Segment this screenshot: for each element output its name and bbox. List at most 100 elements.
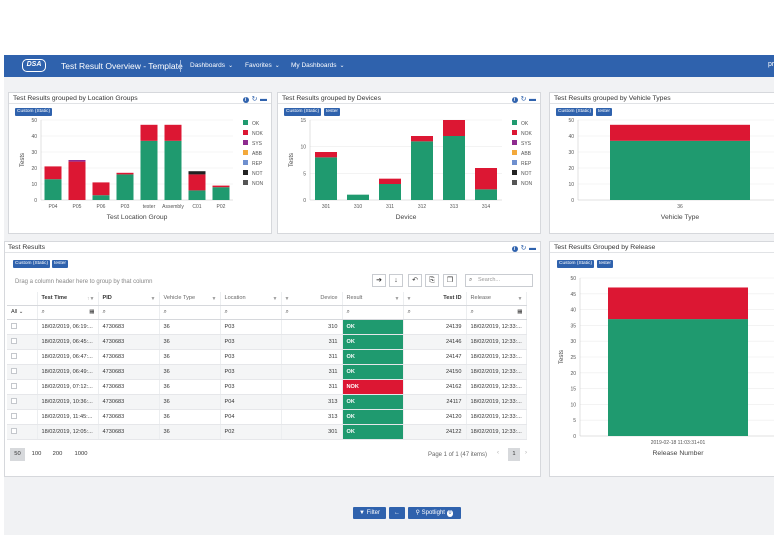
panel-header-divider — [278, 103, 540, 104]
filter-icon[interactable]: ▼ — [211, 296, 217, 302]
filter-icon[interactable]: ▼ — [394, 296, 400, 302]
page-size-200[interactable]: 200 — [52, 451, 63, 457]
tag-tester[interactable]: tester — [324, 108, 340, 116]
arrow-down-icon[interactable]: ↓ — [389, 274, 403, 287]
filter-button[interactable]: ▼ Filter — [353, 507, 386, 519]
table-row[interactable]: 18/02/2019, 07:12:... 4730683 36 P03 311 NOK 2… — [7, 379, 527, 395]
info-icon[interactable]: i — [510, 96, 519, 103]
info-icon[interactable]: i — [510, 245, 519, 252]
row-checkbox[interactable] — [11, 412, 17, 419]
row-select-cell[interactable] — [7, 334, 38, 350]
filter-device[interactable]: ⌕ — [281, 305, 343, 320]
column-header-test-id[interactable]: ▼ Test ID — [403, 292, 467, 306]
row-checkbox[interactable] — [11, 337, 17, 344]
tag-tester[interactable]: tester — [597, 260, 613, 268]
row-select-cell[interactable] — [7, 349, 38, 365]
tag-custom-static[interactable]: Custom (Static) — [15, 108, 53, 116]
column-header-location[interactable]: Location ▼ — [220, 292, 282, 306]
refresh-icon[interactable]: ↻ — [520, 245, 527, 252]
panel-header-divider — [5, 252, 540, 253]
y-tick-label: 50 — [31, 118, 37, 124]
row-select-cell[interactable] — [7, 379, 38, 395]
row-checkbox[interactable] — [11, 352, 17, 359]
row-checkbox[interactable] — [11, 322, 17, 329]
x-tick-label: Assembly — [162, 204, 184, 210]
tag-custom-static[interactable]: Custom (Static) — [557, 260, 595, 268]
row-checkbox[interactable] — [11, 382, 17, 389]
page-size-50[interactable]: 50 — [10, 448, 25, 461]
collapse-icon[interactable]: ▬ — [529, 245, 536, 252]
table-row[interactable]: 18/02/2019, 10:36:... 4730683 36 P04 313 OK 24… — [7, 394, 527, 410]
filter-icon[interactable]: ↑▼ — [87, 296, 95, 302]
refresh-icon[interactable]: ↻ — [520, 96, 527, 103]
tag-custom-static[interactable]: Custom (Static) — [556, 108, 594, 116]
filter-release[interactable]: ⌕ ▦ — [466, 305, 527, 320]
spotlight-button[interactable]: ⚲ Spotlight 0 — [408, 507, 461, 519]
dsa-logo[interactable]: DSA — [22, 59, 46, 72]
filter-all-select[interactable]: All ⌄ — [7, 305, 38, 320]
column-header-vehicle-type[interactable]: Vehicle Type ▼ — [159, 292, 221, 306]
collapse-icon[interactable]: ▬ — [529, 96, 536, 103]
tag-tester[interactable]: tester — [596, 108, 612, 116]
filter-vehicle-type[interactable]: ⌕ — [159, 305, 221, 320]
filter-icon[interactable]: ▼ — [406, 296, 412, 302]
filter-location[interactable]: ⌕ — [220, 305, 282, 320]
filter-icon[interactable]: ▼ — [272, 296, 278, 302]
row-select-cell[interactable] — [7, 364, 38, 380]
menu-dashboards[interactable]: Dashboards ⌄ — [190, 62, 233, 69]
table-row[interactable]: 18/02/2019, 06:45:... 4730683 36 P03 311 OK 24… — [7, 334, 527, 350]
tag-tester[interactable]: tester — [52, 260, 68, 268]
legend-label-nok: NOK — [521, 131, 533, 137]
table-row[interactable]: 18/02/2019, 12:05:... 4730683 36 P02 301 OK 24… — [7, 424, 527, 440]
row-select-cell[interactable] — [7, 409, 38, 425]
top-navigation-bar: DSA Test Result Overview - Template Dash… — [4, 55, 774, 77]
export-icon[interactable]: ⎘ — [425, 274, 439, 287]
user-menu[interactable]: pr — [768, 61, 774, 68]
column-header-result[interactable]: Result ▼ — [342, 292, 404, 306]
bar-segment-nok — [379, 178, 401, 184]
page-number-current[interactable]: 1 — [508, 448, 520, 461]
table-row[interactable]: 18/02/2019, 06:19:... 4730683 36 P03 310 OK 24… — [7, 319, 527, 335]
row-select-cell[interactable] — [7, 394, 38, 410]
filter-pid[interactable]: ⌕ — [98, 305, 160, 320]
page-size-1000[interactable]: 1000 — [74, 451, 88, 457]
table-row[interactable]: 18/02/2019, 11:45:... 4730683 36 P04 313 OK 24… — [7, 409, 527, 425]
grid-search-input[interactable]: ⌕ Search... — [465, 274, 533, 287]
page-size-100[interactable]: 100 — [31, 451, 42, 457]
back-button[interactable]: ← — [389, 507, 405, 519]
collapse-icon[interactable]: ▬ — [260, 96, 267, 103]
arrow-right-icon[interactable]: ➔ — [372, 274, 386, 287]
column-header-device[interactable]: ▼ Device — [281, 292, 343, 306]
row-select-cell[interactable] — [7, 319, 38, 335]
filter-icon[interactable]: ▼ — [284, 296, 290, 302]
next-page-icon[interactable]: › — [525, 450, 527, 456]
undo-icon[interactable]: ↶ — [408, 274, 422, 287]
column-header-pid[interactable]: PID ▼ — [98, 292, 160, 306]
tag-custom-static[interactable]: Custom (Static) — [284, 108, 322, 116]
table-row[interactable]: 18/02/2019, 06:49:... 4730683 36 P03 311 OK 24… — [7, 364, 527, 380]
filter-icon[interactable]: ▼ — [517, 296, 523, 302]
row-select-cell[interactable] — [7, 424, 38, 440]
table-header-row: Test Time ↑▼ PID ▼ Vehicle Type ▼ Location ▼… — [7, 292, 527, 306]
calendar-icon[interactable]: ▦ — [89, 308, 95, 315]
row-checkbox[interactable] — [11, 367, 17, 374]
column-header-release[interactable]: Release ▼ — [466, 292, 527, 306]
menu-favorites[interactable]: Favorites ⌄ — [245, 62, 280, 69]
info-icon[interactable]: i — [241, 96, 250, 103]
calendar-icon[interactable]: ▦ — [517, 308, 523, 315]
row-checkbox[interactable] — [11, 427, 17, 434]
table-row[interactable]: 18/02/2019, 06:47:... 4730683 36 P03 311 OK 24… — [7, 349, 527, 365]
menu-my-dashboards[interactable]: My Dashboards ⌄ — [291, 62, 345, 69]
refresh-icon[interactable]: ↻ — [251, 96, 258, 103]
column-header-test-time[interactable]: Test Time ↑▼ — [37, 292, 99, 306]
filter-result[interactable]: ⌕ — [342, 305, 404, 320]
tag-custom-static[interactable]: Custom (Static) — [13, 260, 51, 268]
row-checkbox[interactable] — [11, 397, 17, 404]
y-tick-label: 50 — [570, 276, 576, 282]
y-tick-label: 50 — [568, 118, 574, 124]
filter-test-id[interactable]: ⌕ — [403, 305, 467, 320]
filter-test-time[interactable]: ⌕ ▦ — [37, 305, 99, 320]
filter-icon[interactable]: ▼ — [150, 296, 156, 302]
copy-icon[interactable]: ❐ — [443, 274, 457, 287]
prev-page-icon[interactable]: ‹ — [497, 450, 499, 456]
